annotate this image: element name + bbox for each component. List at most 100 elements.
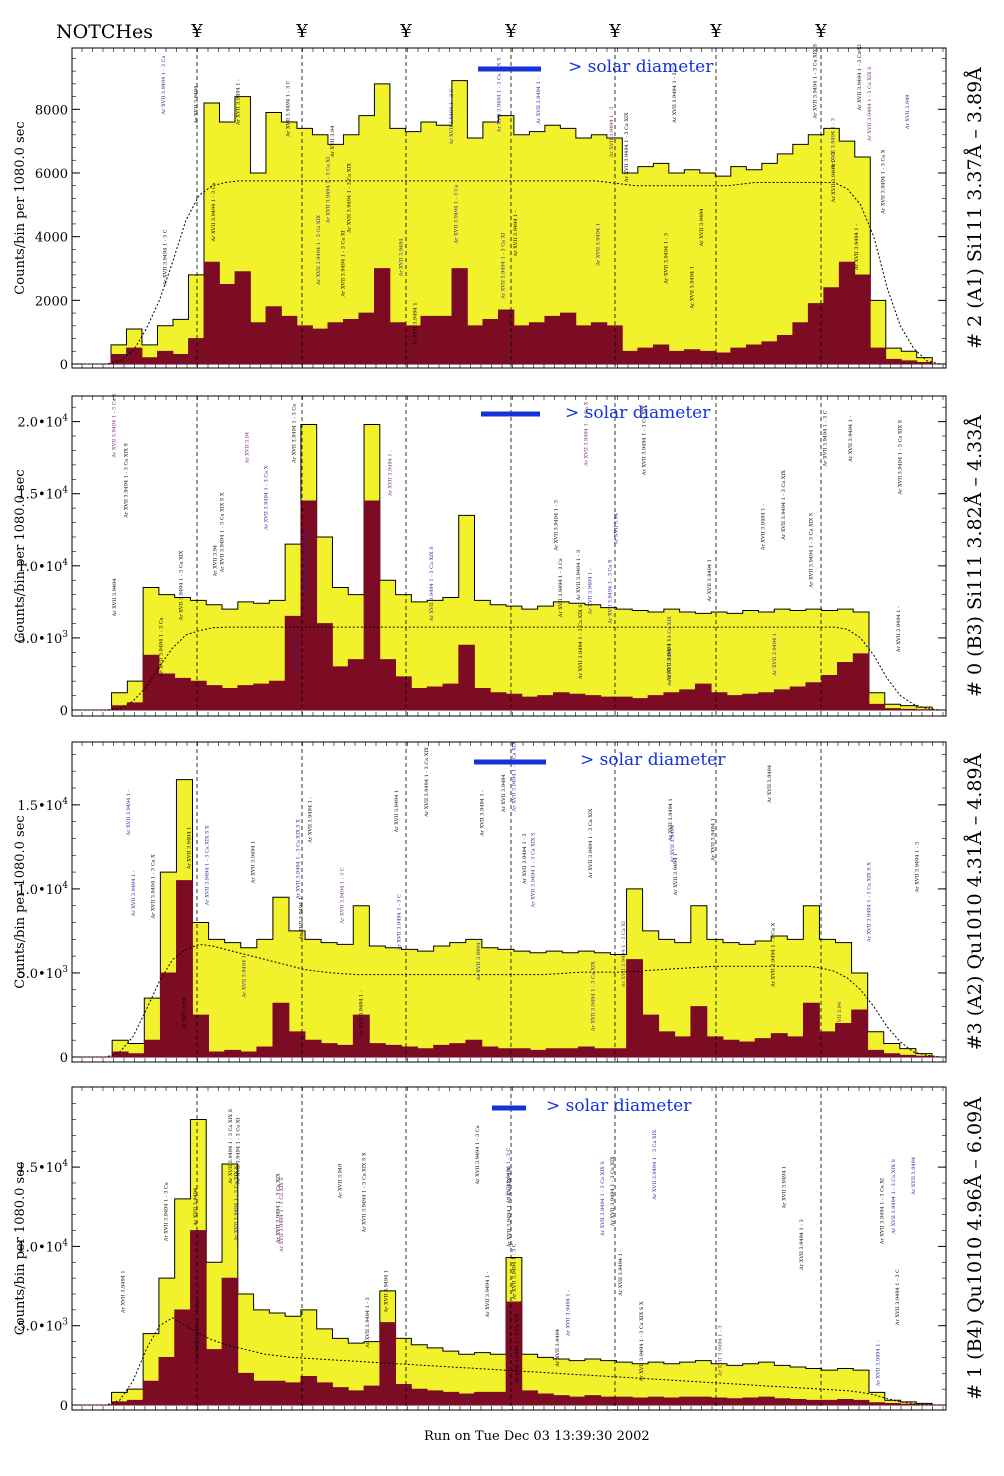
y-tick-label: 0 [60,1051,68,1066]
total-counts-histogram [80,779,940,1058]
line-id-label: Ar XVII 3.9494 1 - 3 Ca XI [621,921,627,988]
line-id-label: Ar XVII 3.9494 1 - 3 Ca [159,617,165,677]
line-id-label: Ar XVII 3.9494 1 - [587,568,593,615]
line-id-label: Ar XVII 3.9494 1 [394,790,400,834]
run-timestamp: Run on Tue Dec 03 13:39:30 2002 [424,1429,650,1444]
line-id-label: Ar XVII 3.9494 1 - 3 Ca X [584,401,590,467]
notch-symbol-row: ¥ ¥ ¥ ¥ ¥ ¥ ¥ [190,21,827,42]
y-tick-label: 0 [60,1399,68,1414]
notch-marker-7: ¥ [814,21,827,42]
panel-title: # 0 (B3) Si111 3.82Å – 4.33Å [964,415,986,697]
total-counts-histogram [80,1119,940,1406]
line-id-label: Ar XVII 3.9494 [767,765,773,804]
line-id-label: Ar XVII 3.9494 1 - 3 Ca XIX S X [220,492,226,573]
line-id-label: Ar XVII 3.9494 1 - 3 Ca XIX S X [507,1167,513,1248]
panel-2: Ar XVII 3.9494 1 - Ar XVII 3.9494 1 -Ar … [13,393,986,719]
line-id-label: Ar XVII 3.9494 1 - 3 Ca XIX S X [295,819,301,900]
line-id-label: Ar XVII 3.9494 1 - [618,1250,624,1297]
line-id-label: Ar XVII 3.9494 1 - 3 Ca XIX S [124,442,130,518]
line-id-label: Ar XVII 3.9494 1 [772,633,778,677]
panel-3: Ar XVII 3.9494 1Ar XVII 3.9494 1Ar XVII … [13,741,986,1066]
line-id-label: Ar XVII 3.9494 1 - 3 Ca [672,64,678,124]
line-id-label: Ar XVII 3.9494 1 - 3 Ca XIX [424,747,430,818]
line-id-label: Ar XVII 3.9494 1 [383,1270,389,1314]
notches-label: NOTCHes [56,21,153,43]
component-counts-histogram [80,500,940,711]
panel-title: # 1 (B4) Qu1010 4.96Å – 6.09Å [964,1097,986,1400]
line-id-label: Ar XVII 3.9494 1 - 3 Ca [211,182,217,242]
line-id-label: Ar XVII 3.9494 1 - 3 Ca XI [325,157,331,224]
line-id-label: Ar XVII 3.9494 1 - [513,210,519,257]
line-id-label: Ar XVII 3.9494 1 - 3 Ca [291,404,297,464]
y-tick-label: 1.0•104 [17,1238,68,1255]
line-id-label: Ar XVII 3.9494 1 - [536,78,542,125]
panel-4: Ar XVII 3.9494 1 - 3 Ar XVII 3.949 Ar XVI… [13,1086,986,1414]
line-id-label: Ar XVII 3.9494 1 [186,827,192,871]
y-tick-label: 4000 [35,231,68,246]
y-tick-label: 5.0•103 [17,965,68,982]
y-tick-label: 0 [60,358,68,373]
line-id-label: Ar XVII 3.9494 1 - 3 [663,233,669,285]
model-curve [80,180,941,365]
line-id-label: Ar XVII 3.9494 1 - 3 C [285,80,291,137]
line-id-label: Ar XVII 3.9494 1 - 3 Ca X [112,393,118,459]
line-id-label: Ar XVII 3.9494 1 - 3 [830,118,836,170]
line-id-label: Ar XVII 3.9494 1 - 3 Ca XIX S [429,546,435,622]
line-id-label: Ar XVII 3.9494 1 - 3 Ca [558,558,564,618]
line-id-label: Ar XVII 3.9494 1 - [126,789,132,836]
notch-marker-6: ¥ [709,21,722,42]
solar-diameter-label: > solar diameter [568,57,714,77]
notch-marker-4: ¥ [504,21,517,42]
line-id-label: Ar XVII 3.9494 1 - 3 Ca XI [340,230,346,297]
solar-diameter-label: > solar diameter [580,750,726,770]
line-id-label: Ar XVII 3.9494 1 [250,841,256,885]
notch-marker-1: ¥ [190,21,203,42]
line-id-label: Ar XVII 3.9494 1 - 3 Ca XIX [610,1156,616,1227]
line-id-label: Ar XVII 3.9494 1 - 3 Ca X [770,922,776,988]
line-id-label: Ar XVII 3.9494 1 - 3 C [895,1269,901,1326]
line-id-label: Ar XVII 3.9494 1 - 3 Ca XIX [588,808,594,879]
y-axis-label: Counts/bin per 1080.0 sec [13,121,28,294]
line-id-label: Ar XVII 3.9494 1 - 3 Ca [194,1301,200,1361]
line-id-label: Ar XVII 3.9494 1 - 3 [609,107,615,159]
line-id-label: Ar XVII 3.9494 1 - [565,1290,571,1337]
line-id-label: Ar XVII 3.9494 1 - [876,1340,882,1387]
line-id-labels: Ar XVII 3.9494 1 - Ar XVII 3.9494 1 -Ar … [112,393,904,687]
line-id-label: Ar XVII 3.9494 1 - 3 Ca XIX S [578,604,584,680]
line-id-label: Ar XVII 3.9494 1 - 3 [576,550,582,602]
solar-diameter-label: > solar diameter [546,1096,692,1116]
line-id-label: Ar XVII 3.94 [213,545,219,577]
line-id-label: Ar XVII 3.9494 1 - 3 Ca XIX S [234,1165,240,1241]
y-tick-label: 1.5•104 [17,486,68,503]
line-id-label: Ar XVII 3.9494 1 - 3 Ca [475,1125,481,1185]
line-id-label: Ar XVII 3.9494 1 - 3 [915,842,921,894]
line-id-label: Ar XVII 3.9494 1 - [485,1271,491,1318]
line-id-label: Ar XVII 3.9494 1 [242,955,248,999]
line-id-label: Ar XVII 3.9494 1 - 3 [365,1297,371,1349]
line-id-label: Ar XVII 3.9494 1 - 3 Ca XIX S [279,1177,285,1253]
line-id-label: Ar XVII 3.9494 1 [668,798,674,842]
line-id-label: Ar XVII 3.94 [837,1002,843,1034]
model-curve [80,1317,941,1406]
y-tick-label: 5.0•103 [17,1318,68,1335]
line-id-label: Ar XVII 3.9494 1 [595,223,601,267]
line-id-label: Ar XVII 3.9494 1 - [761,504,767,551]
line-id-label: Ar XVII 3.9494 1 - [854,224,860,271]
line-id-label: Ar XVII 3.9494 1 - 3 [554,500,560,552]
line-id-label: Ar XVII 3.94 [245,432,251,464]
line-id-label: Ar XVII 3.9494 1 - [848,416,854,463]
solar-diameter-label: > solar diameter [565,403,711,423]
line-id-label: Ar XVII 3.9494 1 - [667,635,673,682]
line-id-label: Ar XVII 3.949 [337,1164,343,1200]
line-id-label: Ar XVII 3.9494 1 - 3 Ca X [881,149,887,215]
y-tick-label: 1.5•104 [17,797,68,814]
line-id-label: Ar XVII 3.9494 1 - 3 Ca XIX [591,961,597,1032]
y-tick-label: 1.0•104 [17,881,68,898]
model-curve [80,626,941,711]
line-id-label: Ar XVII 3.9494 1 - 3 Ca XI [236,1118,242,1185]
plot-frame [71,47,947,369]
line-id-label: Ar XVII 3.949 [293,636,299,672]
line-id-label: Ar XVII 3.9494 1 [298,897,304,941]
y-tick-label: 8000 [35,103,68,118]
